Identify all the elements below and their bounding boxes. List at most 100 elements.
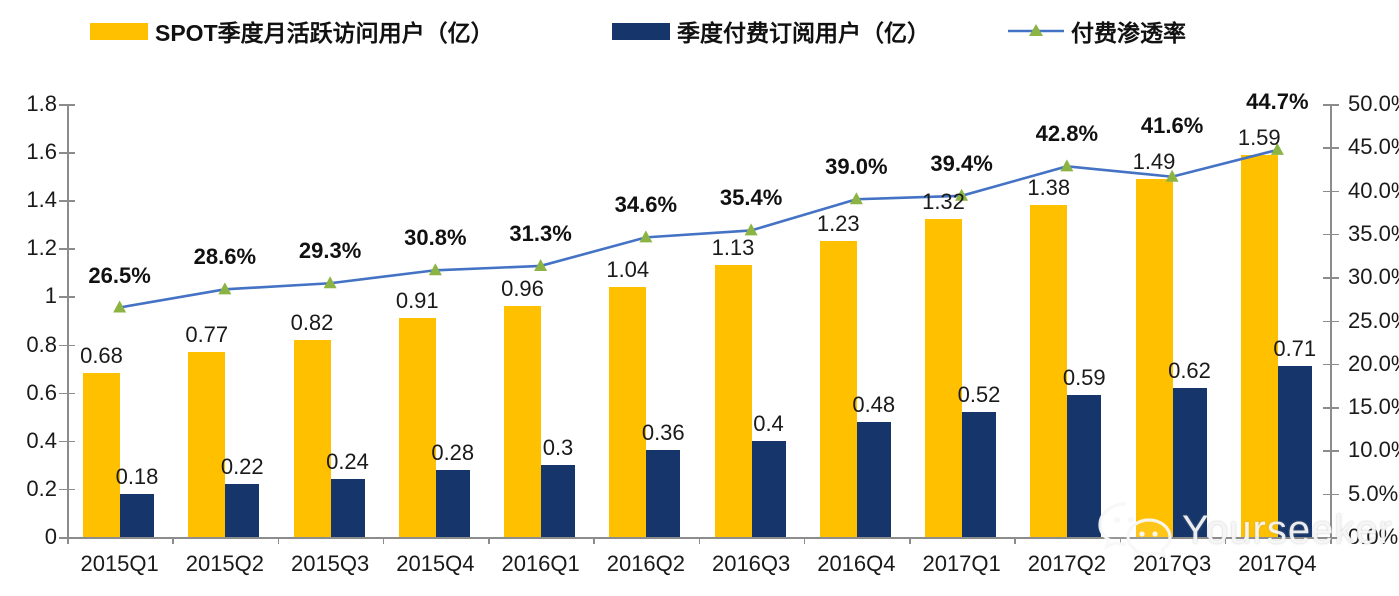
mau-bar-value-label: 0.82	[290, 309, 334, 335]
left-axis-spine	[67, 104, 69, 537]
x-axis-tick	[1119, 537, 1121, 544]
left-axis-tick-label: 1.8	[26, 91, 57, 116]
triangle-marker-icon	[639, 230, 653, 243]
triangle-marker-icon	[744, 223, 758, 236]
legend-label-penetration: 付费渗透率	[1071, 20, 1186, 46]
subscriber-bar	[856, 421, 891, 537]
triangle-marker-icon	[218, 282, 232, 295]
x-axis-tick	[803, 537, 806, 544]
penetration-value-label: 28.6%	[193, 244, 257, 270]
left-axis-tick-label: 1.6	[26, 139, 57, 165]
right-axis-tick-label: 35.0%	[1348, 220, 1399, 246]
triangle-marker-icon	[534, 258, 548, 271]
mau-bar	[1135, 178, 1173, 537]
subscriber-bar	[225, 484, 260, 537]
penetration-value-label: 26.5%	[88, 262, 151, 288]
mau-bar	[925, 219, 962, 537]
mau-bar-value-label: 0.77	[185, 321, 229, 347]
left-axis-tick	[59, 296, 75, 298]
left-axis-tick-label: 0.8	[26, 331, 57, 357]
mau-bar	[188, 351, 226, 537]
right-axis-tick-label: 25.0%	[1348, 307, 1399, 333]
x-axis-category-label: 2016Q3	[711, 551, 791, 576]
x-axis-tick	[277, 537, 279, 544]
subscriber-bar-value-label: 0.36	[641, 420, 685, 446]
subscriber-bar-value-label: 0.62	[1168, 357, 1211, 383]
mau-bar-value-label: 1.59	[1237, 124, 1281, 150]
mau-bar-value-label: 1.38	[1027, 175, 1071, 201]
x-axis-tick	[1014, 537, 1016, 544]
x-axis-category-label: 2017Q4	[1238, 551, 1317, 576]
left-axis-tick	[59, 104, 75, 106]
subscriber-bar-value-label: 0.22	[220, 454, 264, 480]
left-axis-tick	[59, 248, 75, 250]
right-axis-tick	[1323, 277, 1339, 279]
right-axis-tick	[1323, 320, 1339, 322]
mau-bar-value-label: 0.91	[395, 288, 439, 314]
left-axis-tick-label: 0	[44, 524, 57, 549]
legend-item-penetration: 付费渗透率	[1008, 14, 1186, 48]
mau-bar	[1030, 205, 1068, 537]
subscriber-bar-value-label: 0.24	[326, 449, 369, 475]
mau-bar-value-label: 1.04	[606, 256, 650, 282]
legend-item-subscribers: 季度付费订阅用户（亿）	[612, 14, 930, 48]
penetration-value-label: 34.6%	[614, 192, 678, 218]
mau-bar-value-label: 0.68	[80, 343, 123, 369]
left-axis-tick	[59, 440, 75, 443]
penetration-value-label: 35.4%	[719, 185, 783, 211]
triangle-marker-icon	[849, 192, 863, 205]
subscriber-bar-value-label: 0.71	[1273, 336, 1317, 362]
legend-label-mau: SPOT季度月活跃访问用户（亿）	[155, 20, 494, 46]
penetration-value-label: 41.6%	[1140, 112, 1204, 138]
subscriber-bar	[330, 479, 365, 537]
x-axis-tick	[909, 537, 911, 544]
penetration-value-label: 29.3%	[298, 238, 362, 264]
x-axis-category-label: 2016Q4	[817, 551, 896, 576]
penetration-line-marker-icon	[1008, 24, 1064, 36]
right-axis-tick-label: 5.0%	[1348, 480, 1399, 506]
left-axis-tick	[59, 488, 75, 491]
mau-bar	[714, 265, 752, 537]
right-axis-tick	[1323, 190, 1339, 193]
subscriber-bar-value-label: 0.59	[1062, 365, 1106, 391]
subscriber-bar	[120, 493, 154, 537]
triangle-marker-icon	[1060, 159, 1074, 172]
mau-bar	[609, 286, 647, 537]
mau-bar-value-label: 1.23	[816, 211, 860, 237]
mau-bar	[83, 373, 120, 537]
right-axis-tick-label: 15.0%	[1348, 394, 1399, 420]
right-axis-tick-label: 50.0%	[1348, 91, 1399, 116]
left-axis-tick	[59, 344, 75, 347]
x-axis-category-label: 2015Q1	[80, 551, 159, 576]
subscriber-bar-value-label: 0.48	[852, 391, 896, 417]
right-axis-tick	[1323, 104, 1339, 106]
mau-bar	[1240, 154, 1278, 537]
penetration-value-label: 30.8%	[404, 225, 467, 251]
x-axis-tick	[172, 537, 174, 544]
x-axis-tick	[1224, 537, 1227, 544]
left-axis-tick-label: 0.6	[26, 379, 57, 405]
x-axis-category-label: 2016Q2	[606, 551, 686, 576]
right-axis-tick-label: 10.0%	[1348, 437, 1399, 463]
x-axis-category-label: 2016Q1	[501, 551, 580, 576]
x-axis-category-label: 2017Q3	[1132, 551, 1212, 576]
left-axis-tick	[59, 392, 75, 395]
mau-bar	[293, 339, 331, 537]
x-axis-tick	[382, 537, 385, 544]
penetration-value-label: 39.4%	[930, 150, 993, 176]
legend-item-mau: SPOT季度月活跃访问用户（亿）	[90, 14, 494, 48]
triangle-marker-icon	[113, 300, 127, 313]
subscriber-bar	[751, 440, 786, 537]
mau-bar	[819, 241, 857, 537]
right-axis-tick-label: 0.0%	[1348, 524, 1399, 549]
x-axis-tick	[488, 537, 490, 544]
left-axis-tick	[59, 152, 75, 154]
subscriber-bar	[541, 464, 575, 537]
penetration-value-label: 39.0%	[825, 154, 888, 180]
penetration-value-label: 42.8%	[1035, 121, 1099, 147]
mau-series-swatch-icon	[90, 22, 148, 40]
subscriber-bar	[1067, 395, 1102, 537]
left-axis-tick-label: 0.4	[26, 427, 57, 453]
right-axis-tick-label: 45.0%	[1348, 134, 1399, 160]
